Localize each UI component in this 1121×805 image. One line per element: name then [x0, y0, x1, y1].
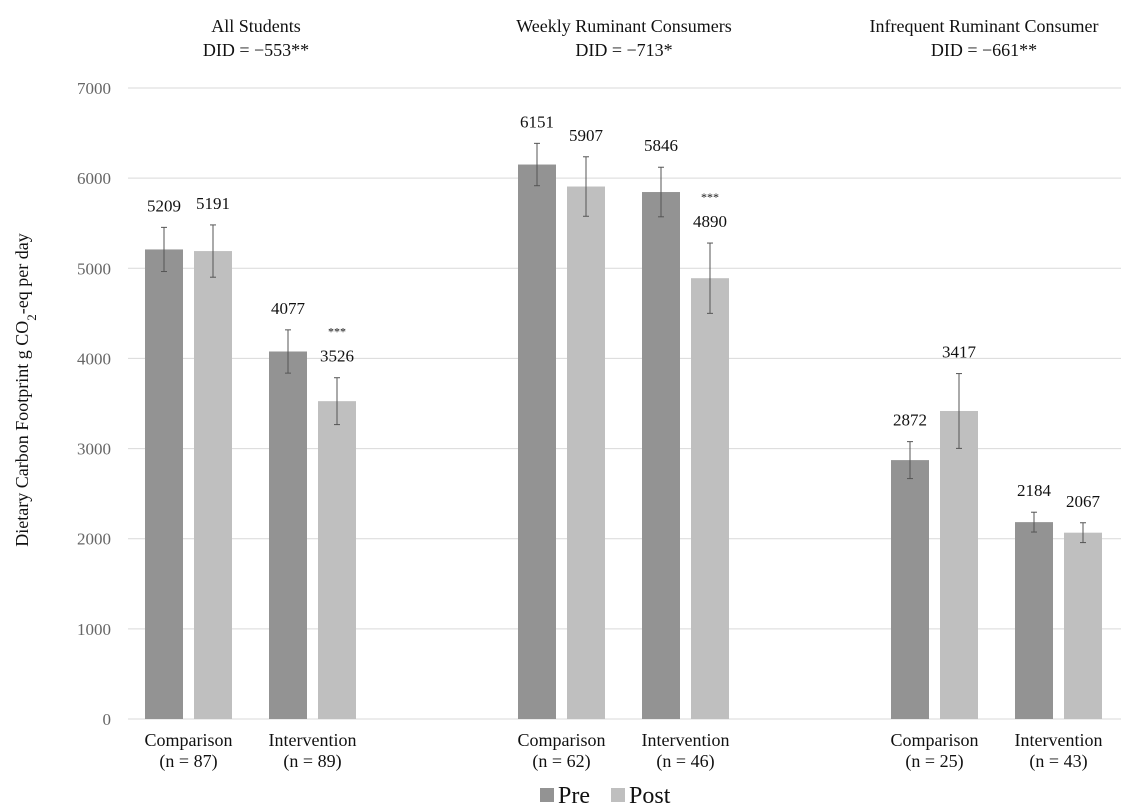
category-n: (n = 89) — [283, 751, 341, 772]
data-label-post: 3417 — [942, 343, 977, 362]
legend-post-label: Post — [629, 783, 671, 805]
category-n: (n = 87) — [159, 751, 217, 772]
y-axis-ticks: 0 1000 2000 3000 4000 5000 6000 7000 — [77, 79, 111, 729]
bar-post — [691, 278, 729, 719]
data-label-post: 2067 — [1066, 492, 1101, 511]
bar-pre — [891, 460, 929, 719]
category-label: Comparison — [145, 730, 233, 750]
category-label: Intervention — [642, 730, 730, 750]
bar-post — [1064, 532, 1102, 719]
y-tick-label: 1000 — [77, 620, 111, 639]
category-n: (n = 46) — [656, 751, 714, 772]
bar-pre — [1015, 522, 1053, 719]
data-label-pre: 4077 — [271, 299, 306, 318]
bar-pre — [269, 351, 307, 719]
y-axis-label-unit: -eq per day — [12, 233, 32, 314]
bar-post — [318, 401, 356, 719]
panel-did: DID = −553** — [203, 40, 309, 60]
bars — [145, 142, 1102, 720]
data-label-post: 3526 — [320, 347, 354, 366]
y-tick-label: 0 — [103, 710, 112, 729]
y-axis-label-subscript: 2 — [24, 314, 39, 321]
category-n: (n = 25) — [905, 751, 963, 772]
category-label: Intervention — [1015, 730, 1103, 750]
significance-marker: *** — [328, 325, 346, 339]
data-label-pre: 2872 — [893, 411, 927, 430]
category-label: Comparison — [891, 730, 979, 750]
y-tick-label: 5000 — [77, 259, 111, 278]
y-tick-label: 4000 — [77, 349, 111, 368]
data-label-post: 5907 — [569, 126, 604, 145]
y-tick-label: 7000 — [77, 79, 111, 98]
category-label: Comparison — [518, 730, 606, 750]
panel-title: Infrequent Ruminant Consumer — [870, 16, 1099, 36]
y-tick-label: 6000 — [77, 169, 111, 188]
data-label-pre: 2184 — [1017, 481, 1052, 500]
category-label: Intervention — [269, 730, 357, 750]
bar-post — [940, 410, 978, 719]
panel-title: All Students — [211, 16, 301, 36]
data-label-post: 4890 — [693, 212, 727, 231]
legend-pre-swatch — [540, 788, 554, 802]
panel-did: DID = −661** — [931, 40, 1037, 60]
category-n: (n = 62) — [532, 751, 590, 772]
bar-pre — [518, 164, 556, 720]
category-n: (n = 43) — [1029, 751, 1087, 772]
data-label-pre: 5846 — [644, 136, 678, 155]
legend: Pre Post — [540, 783, 671, 805]
significance-marker: *** — [701, 190, 719, 204]
bar-pre — [642, 192, 680, 720]
bar-pre — [145, 249, 183, 719]
data-label-post: 5191 — [196, 194, 230, 213]
y-tick-label: 3000 — [77, 440, 111, 459]
panel-did: DID = −713* — [575, 40, 672, 60]
y-tick-label: 2000 — [77, 530, 111, 549]
bar-post — [567, 186, 605, 720]
y-axis-label: Dietary Carbon Footprint g CO2-eq per da… — [12, 233, 39, 546]
data-label-pre: 6151 — [520, 112, 554, 131]
bar-post — [194, 251, 232, 720]
panel-title: Weekly Ruminant Consumers — [516, 16, 732, 36]
y-axis-label-main: Dietary Carbon Footprint g CO — [12, 321, 32, 547]
legend-pre-label: Pre — [558, 783, 590, 805]
data-label-pre: 5209 — [147, 196, 181, 215]
legend-post-swatch — [611, 788, 625, 802]
